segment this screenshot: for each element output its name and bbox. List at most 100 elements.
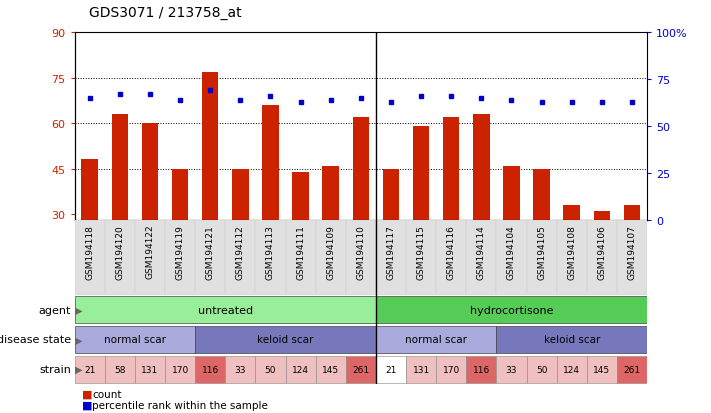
Text: ▶: ▶ <box>75 364 83 374</box>
Text: GSM194115: GSM194115 <box>417 224 426 279</box>
Bar <box>436 221 466 295</box>
Bar <box>135 221 165 295</box>
Text: keloid scar: keloid scar <box>543 335 600 344</box>
Text: 124: 124 <box>292 365 309 374</box>
Bar <box>105 356 135 382</box>
Bar <box>406 356 436 382</box>
Bar <box>413 127 429 221</box>
Text: GSM194107: GSM194107 <box>627 224 636 279</box>
Bar <box>624 205 640 221</box>
Text: 170: 170 <box>171 365 188 374</box>
Text: GSM194111: GSM194111 <box>296 224 305 279</box>
Bar <box>563 205 580 221</box>
Text: 21: 21 <box>84 365 95 374</box>
Text: disease state: disease state <box>0 335 71 344</box>
Bar <box>406 221 436 295</box>
Bar <box>316 356 346 382</box>
Text: 131: 131 <box>141 365 159 374</box>
Text: keloid scar: keloid scar <box>257 335 314 344</box>
Text: GSM194120: GSM194120 <box>115 224 124 279</box>
Text: hydrocortisone: hydrocortisone <box>470 305 553 315</box>
Text: GSM194117: GSM194117 <box>387 224 395 279</box>
Text: ■: ■ <box>82 389 92 399</box>
Bar <box>376 297 647 323</box>
Bar <box>376 221 406 295</box>
Bar <box>533 169 550 221</box>
Bar <box>466 356 496 382</box>
Bar <box>292 172 309 221</box>
Bar <box>322 166 339 221</box>
Bar <box>255 221 286 295</box>
Bar <box>353 118 369 221</box>
Bar <box>286 221 316 295</box>
Text: normal scar: normal scar <box>104 335 166 344</box>
Text: GSM194121: GSM194121 <box>205 224 215 279</box>
Bar <box>376 356 406 382</box>
Bar <box>587 221 617 295</box>
Text: GSM194109: GSM194109 <box>326 224 335 279</box>
Text: 145: 145 <box>322 365 339 374</box>
Bar <box>496 221 527 295</box>
Text: untreated: untreated <box>198 305 253 315</box>
Text: 131: 131 <box>412 365 429 374</box>
Bar <box>172 169 188 221</box>
Text: percentile rank within the sample: percentile rank within the sample <box>92 400 268 410</box>
Bar <box>195 356 225 382</box>
Bar <box>225 356 255 382</box>
Bar <box>75 297 376 323</box>
Bar <box>617 221 647 295</box>
Bar <box>75 326 195 353</box>
Bar <box>112 115 128 221</box>
Bar <box>496 356 527 382</box>
Bar <box>255 356 286 382</box>
Bar <box>594 211 610 221</box>
Text: 261: 261 <box>352 365 370 374</box>
Bar <box>376 326 496 353</box>
Text: ▶: ▶ <box>75 305 83 315</box>
Bar <box>105 221 135 295</box>
Text: 33: 33 <box>506 365 517 374</box>
Text: 116: 116 <box>202 365 219 374</box>
Text: GSM194110: GSM194110 <box>356 224 365 279</box>
Text: GSM194113: GSM194113 <box>266 224 275 279</box>
Bar <box>466 221 496 295</box>
Text: agent: agent <box>38 305 71 315</box>
Bar <box>232 169 249 221</box>
Bar <box>195 326 376 353</box>
Bar <box>436 356 466 382</box>
Text: GSM194116: GSM194116 <box>447 224 456 279</box>
Text: 145: 145 <box>593 365 610 374</box>
Text: 124: 124 <box>563 365 580 374</box>
Text: count: count <box>92 389 122 399</box>
Text: normal scar: normal scar <box>405 335 467 344</box>
Bar <box>262 106 279 221</box>
Bar <box>75 356 105 382</box>
Bar <box>141 124 159 221</box>
Text: ▶: ▶ <box>75 335 83 344</box>
Text: 21: 21 <box>385 365 397 374</box>
Text: 58: 58 <box>114 365 126 374</box>
Bar <box>195 221 225 295</box>
Bar <box>165 221 195 295</box>
Bar <box>527 221 557 295</box>
Bar <box>503 166 520 221</box>
Bar <box>75 221 105 295</box>
Bar <box>165 356 195 382</box>
Text: 170: 170 <box>442 365 460 374</box>
Text: 33: 33 <box>235 365 246 374</box>
Text: GSM194119: GSM194119 <box>176 224 185 279</box>
Bar <box>202 72 218 221</box>
Text: GSM194104: GSM194104 <box>507 224 516 279</box>
Text: 116: 116 <box>473 365 490 374</box>
Bar <box>346 221 376 295</box>
Bar <box>473 115 490 221</box>
Bar <box>587 356 617 382</box>
Text: GSM194106: GSM194106 <box>597 224 606 279</box>
Bar <box>316 221 346 295</box>
Text: GSM194105: GSM194105 <box>537 224 546 279</box>
Bar <box>82 160 98 221</box>
Bar <box>527 356 557 382</box>
Bar <box>286 356 316 382</box>
Bar <box>225 221 255 295</box>
Text: GDS3071 / 213758_at: GDS3071 / 213758_at <box>89 6 242 20</box>
